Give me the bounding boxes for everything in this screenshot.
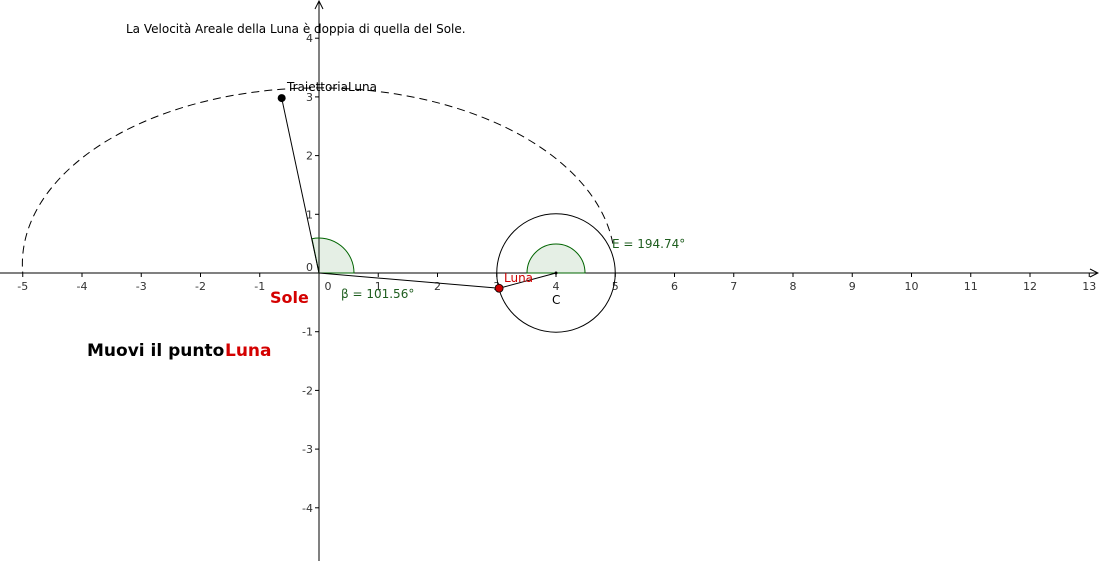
trajectory-label: TraiettoriaLuna	[286, 80, 377, 94]
y-tick-label: 2	[306, 150, 313, 163]
angle-e-label: E = 194.74°	[612, 237, 685, 251]
sun-label: Sole	[270, 288, 309, 307]
segment-sun-trajectory	[281, 97, 320, 274]
moon-orbit	[496, 213, 616, 333]
x-tick-label: 6	[671, 280, 678, 293]
x-axis-arrow	[1089, 268, 1099, 278]
trajectory	[21, 87, 614, 274]
title: La Velocità Areale della Luna è doppia d…	[126, 22, 466, 36]
trajectory-point	[277, 94, 286, 103]
center-point	[554, 271, 558, 275]
x-tick-label: 0	[325, 280, 332, 293]
x-tick-label: 12	[1023, 280, 1037, 293]
x-tick-label: -3	[136, 280, 147, 293]
instruction-highlight: Luna	[225, 341, 272, 361]
y-tick-label: 1	[306, 208, 313, 221]
x-tick-label: 11	[964, 280, 978, 293]
x-tick-label: 10	[905, 280, 919, 293]
x-tick-label: 9	[849, 280, 856, 293]
y-tick-label: -2	[302, 384, 313, 397]
segment-moon-center	[498, 272, 557, 289]
instruction-text: Muovi il punto	[87, 341, 224, 361]
segment-sun-moon	[318, 272, 500, 289]
x-tick-label: 1	[375, 280, 382, 293]
y-tick-label: -1	[302, 326, 313, 339]
x-tick-label: 7	[730, 280, 737, 293]
x-tick-label: -4	[77, 280, 88, 293]
x-tick-label: 2	[434, 280, 441, 293]
x-tick-label: -1	[254, 280, 265, 293]
angle-e-sector	[526, 243, 586, 274]
x-tick-label: 4	[553, 280, 560, 293]
x-tick-label: -5	[17, 280, 28, 293]
x-tick-label: 8	[790, 280, 797, 293]
x-tick-label: -2	[195, 280, 206, 293]
angle-beta-label: β = 101.56°	[341, 287, 414, 301]
y-tick-label: 0	[306, 261, 313, 274]
y-tick-label: 4	[306, 32, 313, 45]
angle-beta-sector	[311, 237, 355, 274]
y-axis-arrow	[314, 0, 324, 10]
x-tick-label: 13	[1082, 280, 1096, 293]
x-tick-label: 5	[612, 280, 619, 293]
y-tick-label: 3	[306, 91, 313, 104]
moon-point	[494, 283, 504, 293]
moon-label: Luna	[504, 271, 533, 285]
center-label: C	[552, 293, 560, 307]
y-tick-label: -3	[302, 443, 313, 456]
y-tick-label: -4	[302, 502, 313, 515]
